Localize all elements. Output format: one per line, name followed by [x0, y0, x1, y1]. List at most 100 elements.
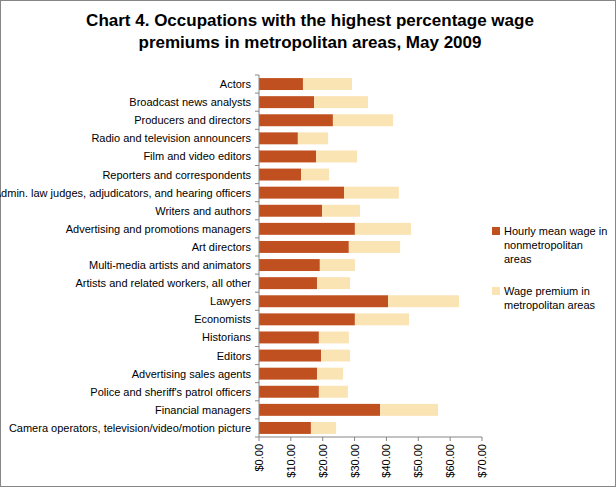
- x-tick-label: $50.00: [412, 444, 424, 478]
- x-tick: [290, 437, 291, 441]
- bar-segment: [259, 422, 311, 434]
- bar-segment: [259, 295, 388, 307]
- category-label: Financial managers: [155, 404, 251, 416]
- x-tick-label: $40.00: [380, 444, 392, 478]
- bar-segment: [259, 386, 319, 398]
- bar-segment: [311, 422, 336, 434]
- category-label: Police and sheriff's patrol officers: [90, 386, 251, 398]
- bar-segment: [316, 150, 357, 162]
- x-tick-label: $60.00: [444, 444, 456, 478]
- bar-segment: [355, 313, 409, 325]
- category-label: Broadcast news analysts: [129, 96, 251, 108]
- bar-segment: [344, 187, 399, 199]
- x-tick-label: $30.00: [349, 444, 361, 478]
- bar-segment: [259, 205, 322, 217]
- category-label: Art directors: [192, 241, 252, 253]
- bar-segment: [259, 313, 355, 325]
- category-tick: [255, 201, 259, 202]
- bar-segment: [298, 132, 328, 144]
- category-label: Camera operators, television/video/motio…: [9, 422, 251, 434]
- bar-segment: [333, 114, 393, 126]
- category-label: Lawyers: [210, 295, 251, 307]
- bar-segment: [259, 114, 333, 126]
- x-tick: [450, 437, 451, 441]
- bar-segment: [259, 223, 355, 235]
- category-tick: [255, 237, 259, 238]
- x-tick: [482, 437, 483, 441]
- bar-segment: [259, 169, 301, 181]
- category-tick: [255, 328, 259, 329]
- category-tick: [255, 147, 259, 148]
- category-tick: [255, 111, 259, 112]
- category-label: Advertising sales agents: [132, 368, 252, 380]
- category-label: Actors: [220, 78, 252, 90]
- x-tick: [386, 437, 387, 441]
- category-label: Advertising and promotions managers: [66, 223, 252, 235]
- x-tick-label: $20.00: [317, 444, 329, 478]
- bar-segment: [259, 96, 314, 108]
- category-label: Film and video editors: [143, 150, 251, 162]
- category-tick: [255, 418, 259, 419]
- x-tick: [354, 437, 355, 441]
- legend-swatch: [492, 287, 500, 295]
- bar-segment: [259, 259, 320, 271]
- category-tick: [255, 364, 259, 365]
- category-label: Reporters and correspondents: [102, 169, 251, 181]
- category-tick: [255, 274, 259, 275]
- legend-swatch: [492, 227, 500, 235]
- category-label: Editors: [217, 350, 252, 362]
- bar-segment: [320, 259, 355, 271]
- category-tick: [255, 400, 259, 401]
- x-tick-label: $10.00: [285, 444, 297, 478]
- category-tick: [255, 93, 259, 94]
- category-tick: [255, 437, 259, 438]
- bar-segment: [259, 187, 344, 199]
- category-tick: [255, 382, 259, 383]
- bar-segment: [388, 295, 459, 307]
- category-label: Economists: [194, 313, 251, 325]
- bar-segment: [319, 386, 348, 398]
- bar-segment: [259, 368, 317, 380]
- bar-segment: [303, 78, 352, 90]
- category-tick: [255, 292, 259, 293]
- x-tick-label: $0.00: [253, 444, 265, 472]
- category-label: Radio and television announcers: [91, 132, 251, 144]
- category-tick: [255, 183, 259, 184]
- bar-segment: [259, 350, 321, 362]
- category-tick: [255, 129, 259, 130]
- bar-segment: [314, 96, 368, 108]
- bar-segment: [321, 350, 350, 362]
- bar-segment: [259, 241, 349, 253]
- bar-segment: [319, 331, 349, 343]
- x-tick: [322, 437, 323, 441]
- bar-segment: [349, 241, 400, 253]
- category-tick: [255, 346, 259, 347]
- bars: [259, 78, 459, 434]
- bar-segment: [259, 277, 317, 289]
- chart-title: Chart 4. Occupations with the highest pe…: [70, 10, 550, 54]
- category-tick: [255, 165, 259, 166]
- x-axis-line: [259, 437, 482, 438]
- bar-segment: [259, 78, 303, 90]
- bar-segment: [259, 132, 298, 144]
- bar-segment: [355, 223, 411, 235]
- category-label: Writers and authors: [155, 205, 251, 217]
- legend-label: Wage premium in metropolitan areas: [504, 284, 612, 312]
- bar-segment: [259, 404, 380, 416]
- bar-segment: [259, 150, 316, 162]
- x-tick: [259, 437, 260, 441]
- category-label: Admin. law judges, adjudicators, and hea…: [0, 187, 251, 199]
- category-tick: [255, 75, 259, 76]
- category-label: Artists and related workers, all other: [76, 277, 252, 289]
- category-tick: [255, 310, 259, 311]
- bar-segment: [322, 205, 360, 217]
- x-tick-label: $70.00: [476, 444, 488, 478]
- category-label: Historians: [202, 331, 251, 343]
- legend-label: Hourly mean wage in nonmetropolitan area…: [504, 224, 612, 266]
- bar-segment: [259, 331, 319, 343]
- bar-segment: [301, 169, 329, 181]
- bar-segment: [317, 277, 350, 289]
- x-tick: [418, 437, 419, 441]
- category-label: Multi-media artists and animators: [89, 259, 252, 271]
- chart-root: Chart 4. Occupations with the highest pe…: [0, 0, 616, 487]
